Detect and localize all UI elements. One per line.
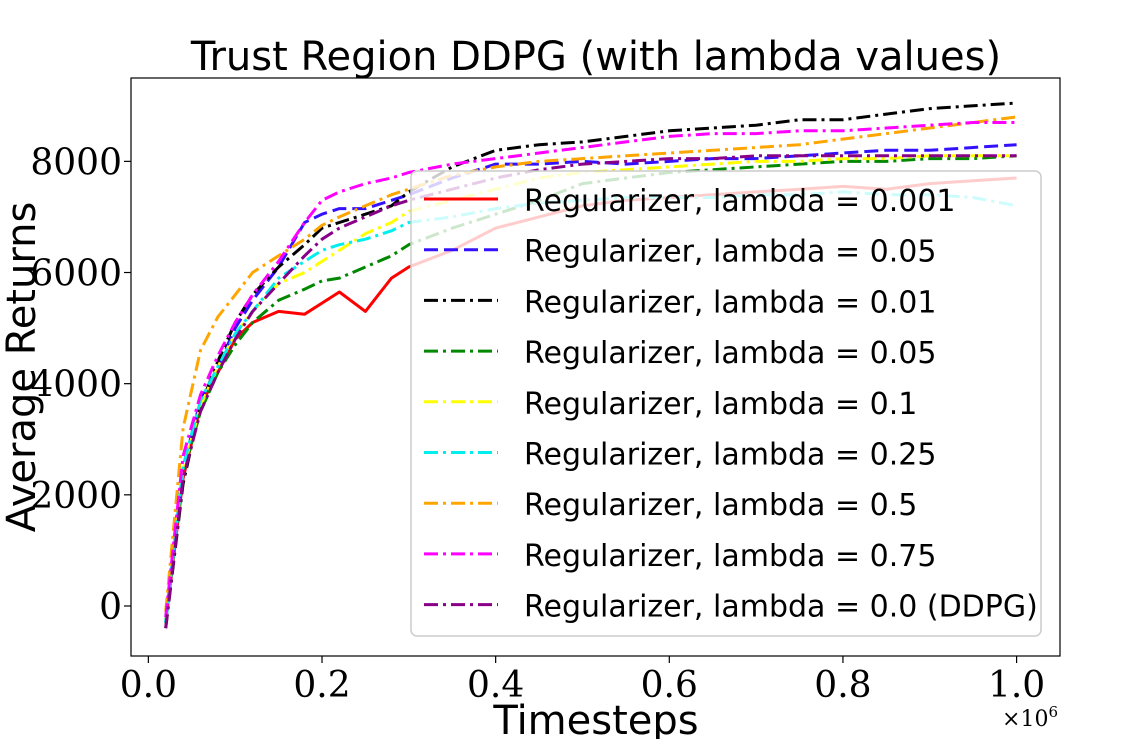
legend-label-2: Regularizer, lambda = 0.01: [524, 285, 936, 320]
x-axis-label: Timesteps: [492, 698, 698, 739]
y-tick-label: 4000: [30, 365, 122, 406]
x-axis-multiplier: ×106: [1002, 703, 1058, 732]
x-tick-label: 0.0: [120, 665, 177, 706]
legend-label-1: Regularizer, lambda = 0.05: [524, 235, 936, 270]
series-line-5: [164, 190, 1017, 623]
legend-label-8: Regularizer, lambda = 0.0 (DDPG): [524, 590, 1038, 625]
y-axis-label: Average Returns: [0, 202, 45, 533]
legend-label-7: Regularizer, lambda = 0.75: [524, 539, 936, 574]
chart-title: Trust Region DDPG (with lambda values): [190, 34, 1001, 80]
plot-area: 0.0 0.2 0.4 0.6 0.8 1.0 0 2000 4000 6000 8000: [30, 77, 1061, 706]
plot-frame: [130, 77, 1061, 657]
legend: Regularizer, lambda = 0.001 Regularizer, …: [410, 170, 1042, 637]
y-tick-label: 0: [99, 587, 122, 628]
x-tick-label: 0.2: [293, 665, 350, 706]
series-line-7: [164, 121, 1017, 618]
legend-label-5: Regularizer, lambda = 0.25: [524, 438, 936, 473]
x-multiplier-base: ×10: [1002, 707, 1048, 732]
tick-layer: 0.0 0.2 0.4 0.6 0.8 1.0 0 2000 4000 6000 8000: [30, 142, 1045, 706]
y-tick-label: 2000: [30, 476, 122, 517]
legend-frame: [410, 170, 1042, 637]
legend-label-0: Regularizer, lambda = 0.001: [524, 184, 956, 219]
x-multiplier-exponent: 6: [1048, 703, 1058, 721]
y-tick-label: 6000: [30, 254, 122, 295]
legend-entries: Regularizer, lambda = 0.001 Regularizer, …: [424, 184, 1038, 625]
x-tick-label: 0.6: [641, 665, 698, 706]
x-tick-label: 1.0: [988, 665, 1045, 706]
y-tick-label: 8000: [30, 142, 122, 183]
legend-label-6: Regularizer, lambda = 0.5: [524, 488, 917, 523]
legend-label-4: Regularizer, lambda = 0.1: [524, 387, 917, 422]
x-tick-label: 0.4: [467, 665, 524, 706]
legend-label-3: Regularizer, lambda = 0.05: [524, 336, 936, 371]
x-tick-label: 0.8: [814, 665, 871, 706]
